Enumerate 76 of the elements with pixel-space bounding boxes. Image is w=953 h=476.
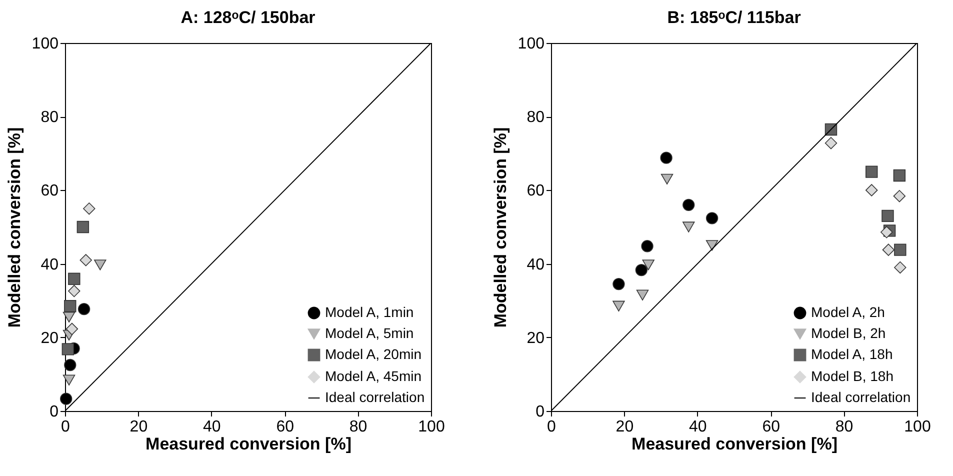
- point: [894, 261, 906, 274]
- x-axis-title: Measured conversion [%]: [632, 434, 838, 454]
- y-tick-label: 40: [40, 256, 59, 274]
- y-tick-label: 80: [526, 109, 545, 126]
- point: [880, 226, 893, 238]
- point: [66, 322, 78, 336]
- x-tick-label: 0: [547, 418, 556, 436]
- y-tick-label: 100: [32, 36, 59, 52]
- point: [866, 166, 878, 178]
- chart-title: A: 128ᵒC/ 150bar: [180, 8, 316, 27]
- legend-label: Model A, 2h: [811, 304, 885, 320]
- point: [62, 374, 76, 386]
- legend-label: Model B, 2h: [811, 325, 886, 341]
- y-tick-label: 60: [526, 182, 545, 200]
- point: [76, 220, 90, 234]
- legend-label: Model A, 5min: [325, 325, 414, 341]
- point: [68, 272, 80, 285]
- point: [64, 358, 76, 372]
- point: [866, 184, 878, 196]
- x-axis-title: Measured conversion [%]: [146, 434, 352, 454]
- point: [894, 244, 906, 256]
- point: [706, 240, 718, 251]
- y-tick-label: 100: [518, 36, 545, 52]
- x-tick-label: 40: [203, 418, 221, 436]
- point: [642, 260, 654, 270]
- legend-label: Ideal correlation: [811, 389, 911, 405]
- point: [641, 240, 654, 252]
- point: [612, 278, 625, 290]
- x-tick-label: 80: [835, 418, 854, 436]
- point: [882, 210, 894, 222]
- point: [80, 254, 92, 266]
- x-tick-label: 80: [349, 418, 368, 436]
- point: [83, 202, 96, 215]
- legend-label: Model B, 18h: [811, 368, 894, 384]
- point: [882, 244, 895, 256]
- point: [682, 198, 695, 212]
- point: [636, 290, 649, 300]
- y-tick-label: 80: [40, 109, 59, 126]
- point: [612, 300, 625, 312]
- legend-label: Model A, 1min: [325, 304, 414, 320]
- point: [682, 222, 695, 232]
- point: [68, 284, 80, 298]
- x-tick-label: 20: [130, 418, 148, 436]
- x-tick-label: 100: [904, 418, 931, 436]
- x-tick-label: 0: [61, 418, 70, 436]
- y-tick-label: 20: [526, 330, 545, 347]
- y-tick-label: 0: [536, 404, 545, 420]
- x-tick-label: 100: [418, 418, 445, 436]
- point: [64, 300, 76, 312]
- y-axis-title: Modelled conversion [%]: [4, 127, 24, 328]
- point: [893, 190, 906, 202]
- x-tick-label: 20: [616, 418, 634, 436]
- x-tick-label: 60: [762, 418, 780, 436]
- point: [60, 392, 72, 405]
- legend-label: Model A, 18h: [811, 346, 893, 362]
- y-tick-label: 20: [40, 330, 59, 347]
- point: [635, 264, 648, 276]
- point: [706, 212, 718, 224]
- point: [94, 260, 106, 270]
- legend-label: Ideal correlation: [325, 389, 425, 405]
- y-tick-label: 60: [40, 182, 59, 200]
- point: [824, 136, 838, 150]
- chart-title: B: 185ᵒC/ 115bar: [667, 8, 802, 27]
- x-tick-label: 40: [689, 418, 707, 436]
- y-tick-label: 0: [50, 404, 59, 420]
- x-tick-label: 60: [276, 418, 294, 436]
- point: [62, 343, 74, 356]
- point: [893, 169, 906, 182]
- point: [62, 312, 76, 322]
- legend-label: Model A, 20min: [325, 346, 422, 362]
- y-tick-label: 40: [526, 256, 545, 274]
- y-axis-title: Modelled conversion [%]: [490, 127, 510, 328]
- point: [660, 152, 672, 164]
- point: [660, 174, 674, 184]
- point: [78, 302, 90, 316]
- legend-label: Model A, 45min: [325, 368, 422, 384]
